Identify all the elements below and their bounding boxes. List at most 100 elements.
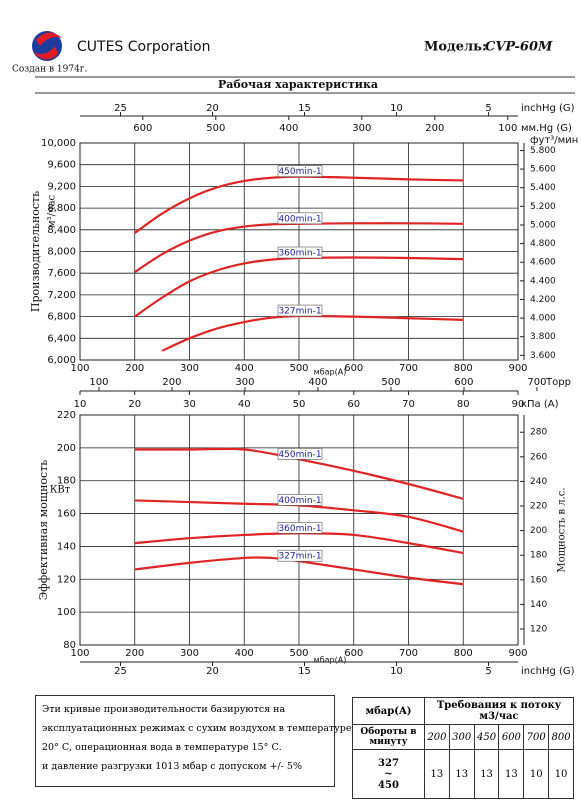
aux-tick-label: 15 — [298, 103, 311, 114]
y-tick-label: 9,200 — [47, 181, 76, 192]
speed-range-part: ~ — [384, 768, 393, 780]
y2-tick-label: 120 — [530, 625, 547, 635]
y2-tick-label: 140 — [530, 600, 547, 610]
y2-tick-label: 160 — [530, 575, 547, 585]
note-line: 20° С, операционная вода в температуре 1… — [42, 742, 282, 753]
table-cell: 13 — [473, 749, 500, 799]
aux-tick-label: 10 — [390, 666, 403, 677]
performance-curve — [134, 256, 464, 318]
x-tick-label: 600 — [344, 648, 363, 659]
aux-tick-label: 90 — [512, 399, 525, 410]
aux-tick-label: 500 — [206, 123, 225, 134]
aux-tick-label: 100 — [89, 377, 108, 388]
requirements-table: мбар(A) Требования к потоку м3/час Оборот… — [352, 697, 575, 799]
y2-tick-label: 220 — [530, 502, 547, 512]
y2-tick-label: 5.000 — [530, 220, 556, 230]
y-axis-unit: КВт — [50, 485, 71, 496]
note-box: Эти кривые производительности базируются… — [35, 695, 352, 787]
y2-tick-label: 5.200 — [530, 202, 556, 212]
aux-tick-label: 15 — [298, 666, 311, 677]
x-tick-label: 500 — [289, 648, 308, 659]
curve-label-box — [277, 212, 323, 225]
x-tick-label: 600 — [344, 363, 363, 374]
y2-tick-label: 260 — [530, 452, 547, 462]
y-tick-label: 10,000 — [41, 138, 76, 149]
aux-axis-title: inchHg (G) — [521, 666, 575, 677]
x-tick-label: 700 — [399, 363, 418, 374]
aux-tick-label: 10 — [74, 399, 87, 410]
x-tick-label: 100 — [70, 648, 89, 659]
model-label: Модель: — [424, 40, 487, 55]
aux-axis-title: inchHg (G) — [521, 103, 575, 114]
y-tick-label: 9,600 — [47, 160, 76, 171]
table-header: Требования к потоку м3/час — [423, 697, 575, 725]
aux-tick-label: 20 — [206, 103, 219, 114]
performance-curve — [161, 314, 464, 352]
performance-curve — [134, 222, 464, 274]
curve-label: 400min-1 — [278, 214, 321, 224]
aux-tick-label: 5 — [485, 103, 491, 114]
table-cell: 800 — [548, 724, 574, 750]
curve-label-box — [277, 549, 323, 562]
table-cell: 10 — [523, 749, 550, 799]
y2-axis-title: фут³/мин — [530, 135, 578, 146]
curve-label: 360min-1 — [278, 249, 321, 259]
x-tick-label: 400 — [235, 648, 254, 659]
y-tick-label: 220 — [57, 410, 76, 421]
y-axis-title: Производительность — [29, 191, 42, 312]
y-axis-unit: м³/час — [47, 194, 58, 228]
speed-range-part: 450 — [378, 779, 399, 791]
y-tick-label: 140 — [57, 541, 76, 552]
y2-tick-label: 4.200 — [530, 295, 556, 305]
aux-axis-title: Торр — [545, 377, 571, 388]
section-title: Рабочая характеристика — [218, 78, 378, 91]
aux-tick-label: 500 — [381, 377, 400, 388]
model: CVP-60M — [485, 40, 553, 55]
table-cell: 200 — [423, 724, 450, 750]
table-cell: 13 — [423, 749, 450, 799]
table-cell: 600 — [498, 724, 525, 750]
aux-tick-label: 300 — [352, 123, 371, 134]
company-name: CUTES Corporation — [77, 39, 210, 55]
aux-tick-label: 10 — [390, 103, 403, 114]
y2-tick-label: 4.800 — [530, 239, 556, 249]
x-axis-title: мбар(A) — [314, 368, 347, 377]
y2-tick-label: 240 — [530, 477, 547, 487]
curve-label-box — [277, 521, 323, 534]
y2-tick-label: 4.400 — [530, 276, 556, 286]
y-tick-label: 6,800 — [47, 312, 76, 323]
y-tick-label: 100 — [57, 607, 76, 618]
table-cell: 450 — [473, 724, 500, 750]
curve-label: 327min-1 — [278, 552, 321, 562]
aux-tick-label: 25 — [114, 103, 127, 114]
chart-sheet: CUTES Corporation Создан в 1974г. Модель… — [12, 31, 578, 677]
aux-tick-label: 25 — [114, 666, 127, 677]
aux-tick-label: 600 — [454, 377, 473, 388]
table-cell: 10 — [548, 749, 574, 799]
y-axis-title: Эффективная мощность — [37, 460, 50, 601]
x-tick-label: 800 — [454, 363, 473, 374]
y2-tick-label: 5.600 — [530, 165, 556, 175]
x-tick-label: 300 — [180, 363, 199, 374]
aux-tick-label: 700 — [527, 377, 546, 388]
x-tick-label: 700 — [399, 648, 418, 659]
x-tick-label: 200 — [125, 648, 144, 659]
curve-label: 400min-1 — [278, 496, 321, 506]
row-label: Обороты в минуту — [352, 724, 425, 750]
y-tick-label: 8,400 — [47, 225, 76, 236]
aux-tick-label: 40 — [238, 399, 251, 410]
y2-tick-label: 4.000 — [530, 314, 556, 324]
aux-tick-label: 70 — [402, 399, 415, 410]
y-tick-label: 120 — [57, 574, 76, 585]
y-tick-label: 8,800 — [47, 203, 76, 214]
y2-tick-label: 180 — [530, 551, 547, 561]
y-tick-label: 7,200 — [47, 290, 76, 301]
y2-tick-label: 5.400 — [530, 183, 556, 193]
table-cell: 300 — [448, 724, 475, 750]
y2-tick-label: 3.800 — [530, 332, 556, 342]
logo — [32, 31, 62, 61]
curve-label-box — [277, 165, 323, 177]
y2-axis-title: Мощность в л.с. — [557, 487, 568, 572]
curve-label-box — [277, 494, 323, 506]
